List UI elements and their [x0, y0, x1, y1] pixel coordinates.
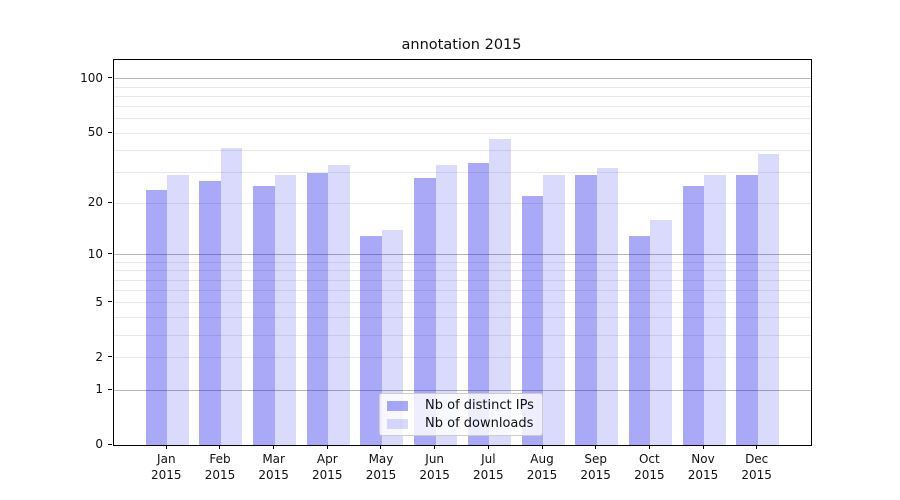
legend: Nb of distinct IPs Nb of downloads	[379, 393, 543, 436]
bar-downloads-dec	[757, 154, 780, 445]
y-tick-0	[108, 443, 112, 445]
x-tick-label-oct: Oct 2015	[634, 452, 665, 482]
bar-distinct-ips-jun	[414, 177, 436, 445]
bar-distinct-ips-may	[360, 235, 382, 445]
y-tick-5	[108, 301, 112, 303]
x-tick-may	[380, 445, 382, 449]
gridline-minor-5	[114, 302, 811, 304]
bar-downloads-jul	[489, 139, 511, 445]
x-tick-label-jul: Jul 2015	[473, 452, 504, 482]
legend-item-distinct-ips: Nb of distinct IPs	[387, 398, 542, 413]
bar-downloads-feb	[220, 148, 243, 445]
legend-label-downloads: Nb of downloads	[425, 416, 534, 431]
bar-distinct-ips-feb	[199, 180, 221, 445]
bar-distinct-ips-apr	[306, 172, 329, 445]
gridline-minor-3	[114, 334, 811, 336]
bar-distinct-ips-nov	[682, 186, 705, 445]
bar-distinct-ips-aug	[521, 196, 543, 445]
y-tick-50	[108, 131, 112, 133]
y-tick-label-2: 2	[95, 349, 103, 364]
gridline-minor-2	[114, 357, 811, 359]
y-tick-1	[108, 388, 112, 390]
x-tick-mar	[273, 445, 275, 449]
bar-downloads-jun	[435, 165, 458, 445]
y-tick-20	[108, 201, 112, 203]
x-tick-label-sep: Sep 2015	[580, 452, 611, 482]
bar-downloads-jan	[167, 175, 189, 445]
y-tick-label-10: 10	[87, 246, 103, 261]
x-tick-oct	[648, 445, 650, 449]
gridline-minor-4	[114, 316, 811, 318]
y-tick-label-0: 0	[95, 437, 103, 451]
gridline-minor-60	[114, 118, 811, 120]
gridline-minor-80	[114, 95, 811, 97]
bar-downloads-aug	[543, 175, 565, 445]
legend-swatch-distinct-ips	[387, 400, 408, 411]
x-tick-label-dec: Dec 2015	[741, 452, 772, 482]
legend-item-downloads: Nb of downloads	[387, 416, 542, 431]
bar-downloads-may	[381, 230, 404, 445]
y-tick-label-50: 50	[87, 125, 103, 140]
gridline-minor-7	[114, 279, 811, 281]
gridline-minor-40	[114, 149, 811, 151]
bar-distinct-ips-mar	[253, 186, 275, 445]
gridline-minor-90	[114, 86, 811, 88]
x-tick-label-apr: Apr 2015	[312, 452, 343, 482]
plot-area	[113, 59, 812, 446]
chart-title: annotation 2015	[401, 37, 522, 53]
x-tick-apr	[326, 445, 328, 449]
bar-downloads-nov	[704, 175, 726, 445]
bar-downloads-oct	[650, 220, 672, 445]
gridline-minor-30	[114, 172, 811, 174]
bar-downloads-sep	[596, 167, 619, 445]
y-tick-label-5: 5	[95, 294, 103, 309]
gridline-minor-20	[114, 202, 811, 204]
x-tick-label-may: May 2015	[365, 452, 397, 482]
gridline-major-10	[114, 254, 811, 256]
gridline-minor-6	[114, 290, 811, 292]
bar-downloads-apr	[328, 165, 350, 445]
bar-distinct-ips-jan	[145, 189, 168, 445]
y-tick-label-1: 1	[95, 382, 103, 396]
x-tick-label-nov: Nov 2015	[687, 452, 719, 482]
x-tick-aug	[541, 445, 543, 449]
bar-distinct-ips-oct	[628, 235, 651, 445]
y-tick-label-100: 100	[80, 70, 103, 85]
y-tick-100	[108, 77, 112, 79]
y-tick-2	[108, 356, 112, 358]
x-tick-label-aug: Aug 2015	[526, 452, 558, 482]
x-tick-jun	[434, 445, 436, 449]
y-tick-10	[108, 253, 112, 255]
x-tick-feb	[219, 445, 221, 449]
bar-distinct-ips-jul	[467, 162, 490, 445]
x-tick-dec	[756, 445, 758, 449]
legend-label-distinct-ips: Nb of distinct IPs	[425, 398, 534, 413]
x-tick-jul	[487, 445, 489, 449]
x-tick-nov	[702, 445, 704, 449]
gridline-major-100	[114, 78, 811, 80]
x-tick-label-jun: Jun 2015	[419, 452, 450, 482]
bar-downloads-mar	[274, 175, 297, 445]
bar-distinct-ips-dec	[736, 175, 758, 445]
x-tick-jan	[165, 445, 167, 449]
gridline-minor-70	[114, 106, 811, 108]
gridline-minor-8	[114, 270, 811, 272]
bar-distinct-ips-sep	[575, 175, 597, 445]
x-tick-label-feb: Feb 2015	[204, 452, 236, 482]
gridline-minor-50	[114, 132, 811, 134]
x-tick-label-mar: Mar 2015	[258, 452, 289, 482]
x-tick-sep	[595, 445, 597, 449]
gridline-major-1	[114, 389, 811, 391]
x-tick-label-jan: Jan 2015	[151, 452, 182, 482]
gridline-minor-9	[114, 261, 811, 263]
y-tick-label-20: 20	[87, 195, 103, 210]
legend-swatch-downloads	[387, 418, 408, 429]
